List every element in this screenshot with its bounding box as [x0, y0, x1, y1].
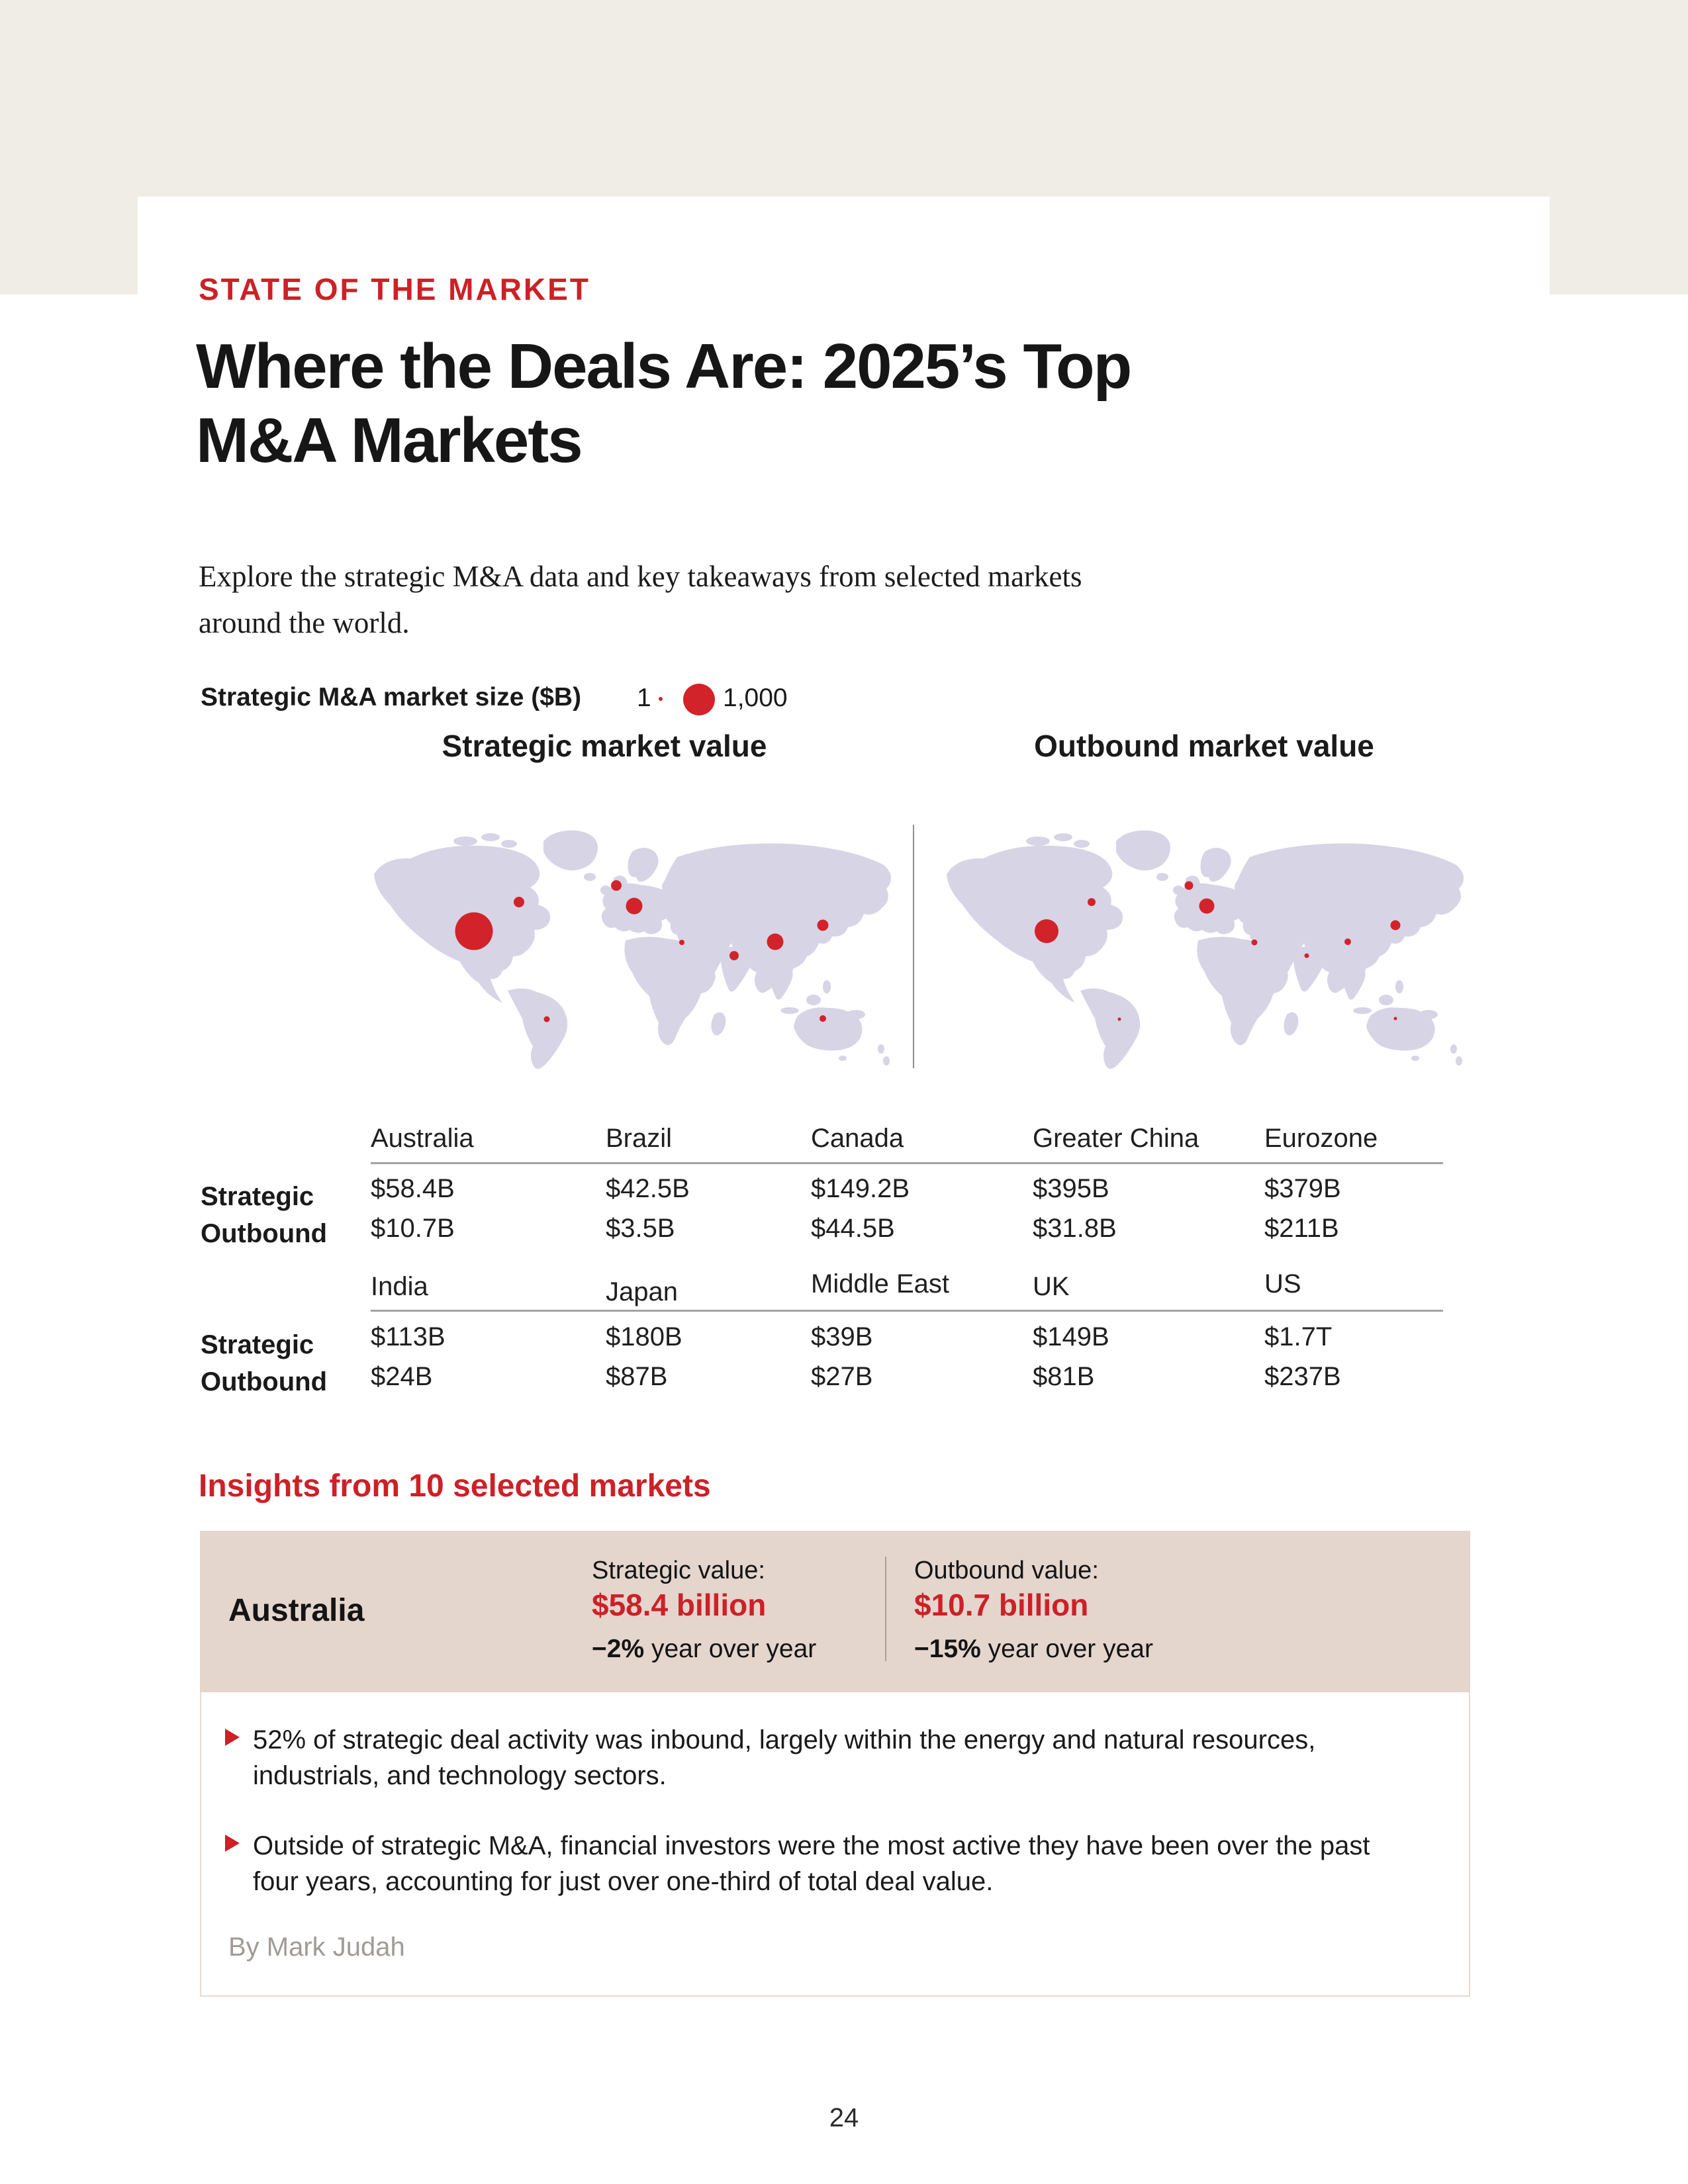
table-cell: $24B: [371, 1362, 433, 1391]
world-map: [947, 830, 1464, 1069]
table-header: India: [371, 1272, 428, 1301]
bubble-canada-strategic: [514, 897, 524, 907]
strategic-value-label: Strategic value:: [592, 1557, 765, 1584]
table-header: Greater China: [1033, 1124, 1199, 1153]
outbound-yoy-pct: −15%: [914, 1635, 981, 1663]
strategic-yoy-pct: −2%: [592, 1635, 645, 1663]
bubble-japan-outbound: [1390, 920, 1401, 931]
bubble-legend-min: 1: [637, 684, 651, 712]
table-cell: $379B: [1264, 1174, 1341, 1203]
table-cell: $211B: [1264, 1214, 1339, 1243]
bubble-uk-strategic: [611, 880, 622, 891]
bullet-arrow-icon: [225, 1729, 240, 1746]
table-cell: $58.4B: [371, 1174, 455, 1203]
outbound-value-label: Outbound value:: [914, 1557, 1099, 1584]
outbound-map-title: Outbound market value: [1034, 729, 1374, 763]
bubble-us-outbound: [1035, 919, 1058, 943]
section-eyebrow: STATE OF THE MARKET: [199, 272, 590, 306]
bubble-brazil-strategic: [543, 1016, 550, 1023]
table-header: Middle East: [811, 1269, 949, 1298]
table-header: Japan: [606, 1277, 678, 1306]
table-cell: $1.7T: [1264, 1322, 1333, 1351]
legend-min-dot-icon: [659, 697, 663, 701]
bubble-middle-east-strategic: [679, 940, 684, 945]
insights-heading: Insights from 10 selected markets: [199, 1469, 711, 1504]
table-cell: $39B: [811, 1322, 873, 1351]
world-map: [374, 830, 892, 1069]
bubble-greater-china-outbound: [1344, 938, 1351, 945]
row-label-outbound: Outbound: [201, 1367, 328, 1396]
bubble-canada-outbound: [1088, 898, 1096, 906]
market-card-body: [200, 1692, 1470, 1997]
table-cell: $149.2B: [811, 1174, 910, 1203]
strategic-value-map: [366, 823, 896, 1074]
table-cell: $87B: [606, 1362, 668, 1391]
bubble-greater-china-strategic: [767, 933, 784, 950]
market-card-header: [200, 1531, 1470, 1692]
row-label-strategic: Strategic: [201, 1330, 314, 1359]
bubble-brazil-outbound: [1117, 1017, 1121, 1021]
page-title-line2: M&A Markets: [196, 405, 583, 476]
strategic-value: $58.4 billion: [592, 1588, 767, 1622]
row-label-outbound: Outbound: [201, 1219, 328, 1248]
table-cell: $10.7B: [371, 1214, 455, 1243]
table-header: Eurozone: [1264, 1124, 1378, 1153]
table-cell: $44.5B: [811, 1214, 895, 1243]
table-cell: $113B: [371, 1322, 445, 1351]
table-cell: $31.8B: [1033, 1214, 1117, 1243]
bubble-india-outbound: [1304, 953, 1309, 958]
table-cell: $149B: [1033, 1322, 1109, 1351]
bubble-us-strategic: [455, 912, 493, 950]
table-cell: $81B: [1033, 1362, 1095, 1391]
row-label-strategic: Strategic: [201, 1182, 314, 1211]
table-rule: [371, 1162, 1443, 1164]
bubble-middle-east-outbound: [1251, 939, 1258, 946]
legend-max-dot-icon: [683, 684, 715, 715]
bubble-japan-strategic: [817, 919, 829, 931]
table-cell: $180B: [606, 1322, 682, 1351]
strategic-yoy-text: year over year: [644, 1635, 817, 1663]
intro-line1: Explore the strategic M&A data and key t…: [199, 560, 1082, 593]
table-cell: $3.5B: [606, 1214, 675, 1243]
table-header: UK: [1033, 1272, 1070, 1301]
page-title: Where the Deals Are: 2025’s Top M&A Mark…: [196, 330, 1132, 478]
bubble-india-strategic: [729, 951, 739, 960]
bubble-eurozone-strategic: [626, 897, 643, 915]
bubble-legend-max: 1,000: [723, 684, 788, 712]
table-cell: $395B: [1033, 1174, 1109, 1203]
table-cell: $27B: [811, 1362, 873, 1391]
bubble-australia-strategic: [820, 1015, 826, 1022]
strategic-map-title: Strategic market value: [442, 729, 767, 763]
table-header: US: [1264, 1269, 1301, 1298]
outbound-value-map: [939, 823, 1468, 1074]
outbound-yoy-text: year over year: [980, 1635, 1153, 1663]
table-header: Canada: [811, 1124, 904, 1153]
page-number: 24: [829, 2103, 859, 2132]
strategic-yoy: −2% year over year: [592, 1635, 816, 1664]
bubble-uk-outbound: [1184, 881, 1194, 890]
map-divider-line: [913, 825, 914, 1068]
card-column-divider: [885, 1557, 886, 1661]
table-header: Australia: [371, 1124, 474, 1153]
bubble-eurozone-outbound: [1199, 898, 1215, 914]
intro-line2: around the world.: [199, 606, 410, 639]
intro-paragraph: Explore the strategic M&A data and key t…: [199, 553, 1082, 646]
insight-bullet: Outside of strategic M&A, financial inve…: [253, 1831, 1370, 1896]
bubble-legend-label: Strategic M&A market size ($B): [201, 683, 582, 711]
outbound-yoy: −15% year over year: [914, 1635, 1153, 1664]
byline: By Mark Judah: [228, 1933, 405, 1962]
outbound-value: $10.7 billion: [914, 1588, 1089, 1622]
table-cell: $237B: [1264, 1362, 1341, 1391]
table-cell: $42.5B: [606, 1174, 690, 1203]
table-rule: [371, 1310, 1443, 1312]
bullet-arrow-icon: [225, 1835, 240, 1852]
page-title-line1: Where the Deals Are: 2025’s Top: [196, 331, 1132, 402]
table-header: Brazil: [606, 1124, 673, 1153]
bubble-australia-outbound: [1393, 1017, 1397, 1021]
market-name: Australia: [228, 1593, 365, 1628]
insight-bullet: 52% of strategic deal activity was inbou…: [253, 1725, 1316, 1790]
